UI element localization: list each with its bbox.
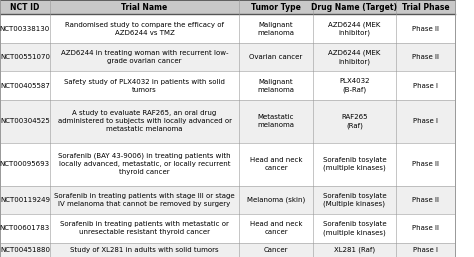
Bar <box>239 100 313 143</box>
Text: Trial Phase: Trial Phase <box>401 3 449 12</box>
Bar <box>239 14 313 43</box>
Text: Drug Name (Target): Drug Name (Target) <box>311 3 397 12</box>
Text: Phase II: Phase II <box>412 225 439 232</box>
Bar <box>0 143 50 186</box>
Bar <box>313 186 396 214</box>
Bar <box>50 71 239 100</box>
Text: RAF265
(Raf): RAF265 (Raf) <box>341 114 367 128</box>
Text: AZD6244 in treating woman with recurrent low-
grade ovarian cancer: AZD6244 in treating woman with recurrent… <box>61 50 228 64</box>
Bar <box>239 243 313 257</box>
Text: Sorafenib in treating patients with stage III or stage
IV melanoma that cannot b: Sorafenib in treating patients with stag… <box>54 193 235 207</box>
Bar <box>0 186 50 214</box>
Text: Cancer: Cancer <box>264 247 288 253</box>
Bar <box>50 100 239 143</box>
Bar <box>239 71 313 100</box>
Bar <box>0 71 50 100</box>
Text: XL281 (Raf): XL281 (Raf) <box>334 247 375 253</box>
Text: PLX4032
(B-Raf): PLX4032 (B-Raf) <box>339 78 370 93</box>
Text: Study of XL281 in adults with solid tumors: Study of XL281 in adults with solid tumo… <box>70 247 219 253</box>
Text: NCT00451880: NCT00451880 <box>0 247 50 253</box>
Text: Malignant
melanoma: Malignant melanoma <box>257 79 295 93</box>
Text: Randomised study to compare the efficacy of
AZD6244 vs TMZ: Randomised study to compare the efficacy… <box>65 22 224 35</box>
Bar <box>239 43 313 71</box>
Bar <box>396 71 455 100</box>
Bar <box>50 0 239 14</box>
Bar <box>50 14 239 43</box>
Bar <box>313 0 396 14</box>
Text: Head and neck
cancer: Head and neck cancer <box>250 157 302 171</box>
Bar <box>50 143 239 186</box>
Text: Phase II: Phase II <box>412 54 439 60</box>
Text: Phase II: Phase II <box>412 197 439 203</box>
Bar <box>0 43 50 71</box>
Bar <box>239 143 313 186</box>
Bar <box>396 0 455 14</box>
Text: Phase I: Phase I <box>413 247 438 253</box>
Text: NCT00119249: NCT00119249 <box>0 197 50 203</box>
Text: NCT ID: NCT ID <box>10 3 39 12</box>
Bar <box>0 0 50 14</box>
Text: Metastatic
melanoma: Metastatic melanoma <box>257 114 295 128</box>
Bar <box>0 100 50 143</box>
Text: Phase I: Phase I <box>413 83 438 89</box>
Bar <box>0 14 50 43</box>
Bar <box>396 243 455 257</box>
Bar <box>239 186 313 214</box>
Text: NCT00405587: NCT00405587 <box>0 83 50 89</box>
Text: Tumor Type: Tumor Type <box>251 3 301 12</box>
Bar <box>239 0 313 14</box>
Text: Sorafenib (BAY 43-9006) in treating patients with
locally advanced, metastatic, : Sorafenib (BAY 43-9006) in treating pati… <box>58 153 231 176</box>
Bar <box>50 186 239 214</box>
Bar <box>0 214 50 243</box>
Text: Sorafenib tosylate
(Multiple kinases): Sorafenib tosylate (Multiple kinases) <box>322 193 386 207</box>
Text: Sorafenib in treating patients with metastatic or
unresectable resistant thyroid: Sorafenib in treating patients with meta… <box>60 222 229 235</box>
Bar <box>313 14 396 43</box>
Bar <box>0 243 50 257</box>
Text: Phase II: Phase II <box>412 25 439 32</box>
Text: Melanoma (skin): Melanoma (skin) <box>247 197 305 203</box>
Bar <box>50 214 239 243</box>
Text: Ovarian cancer: Ovarian cancer <box>249 54 303 60</box>
Bar <box>50 43 239 71</box>
Bar <box>396 43 455 71</box>
Text: AZD6244 (MEK
inhibitor): AZD6244 (MEK inhibitor) <box>328 21 381 36</box>
Text: Phase II: Phase II <box>412 161 439 167</box>
Bar <box>396 214 455 243</box>
Bar <box>313 214 396 243</box>
Text: NCT00551070: NCT00551070 <box>0 54 50 60</box>
Text: NCT00304525: NCT00304525 <box>0 118 50 124</box>
Bar <box>396 100 455 143</box>
Bar <box>50 243 239 257</box>
Bar <box>313 100 396 143</box>
Text: NCT00338130: NCT00338130 <box>0 25 50 32</box>
Bar <box>239 214 313 243</box>
Bar <box>313 71 396 100</box>
Text: Sorafenib tosylate
(multiple kinases): Sorafenib tosylate (multiple kinases) <box>322 157 386 171</box>
Bar <box>313 43 396 71</box>
Bar <box>396 186 455 214</box>
Text: A study to evaluate RAF265, an oral drug
administered to subjects with locally a: A study to evaluate RAF265, an oral drug… <box>57 110 232 132</box>
Text: Head and neck
cancer: Head and neck cancer <box>250 222 302 235</box>
Text: Safety study of PLX4032 in patients with solid
tumors: Safety study of PLX4032 in patients with… <box>64 79 225 93</box>
Text: NCT00095693: NCT00095693 <box>0 161 50 167</box>
Bar <box>313 243 396 257</box>
Bar <box>396 14 455 43</box>
Text: Trial Name: Trial Name <box>121 3 168 12</box>
Text: Phase I: Phase I <box>413 118 438 124</box>
Text: Sorafenib tosylate
(multiple kinases): Sorafenib tosylate (multiple kinases) <box>322 221 386 236</box>
Text: NCT00601783: NCT00601783 <box>0 225 50 232</box>
Text: AZD6244 (MEK
inhibitor): AZD6244 (MEK inhibitor) <box>328 50 381 65</box>
Bar <box>396 143 455 186</box>
Bar <box>313 143 396 186</box>
Text: Malignant
melanoma: Malignant melanoma <box>257 22 295 35</box>
